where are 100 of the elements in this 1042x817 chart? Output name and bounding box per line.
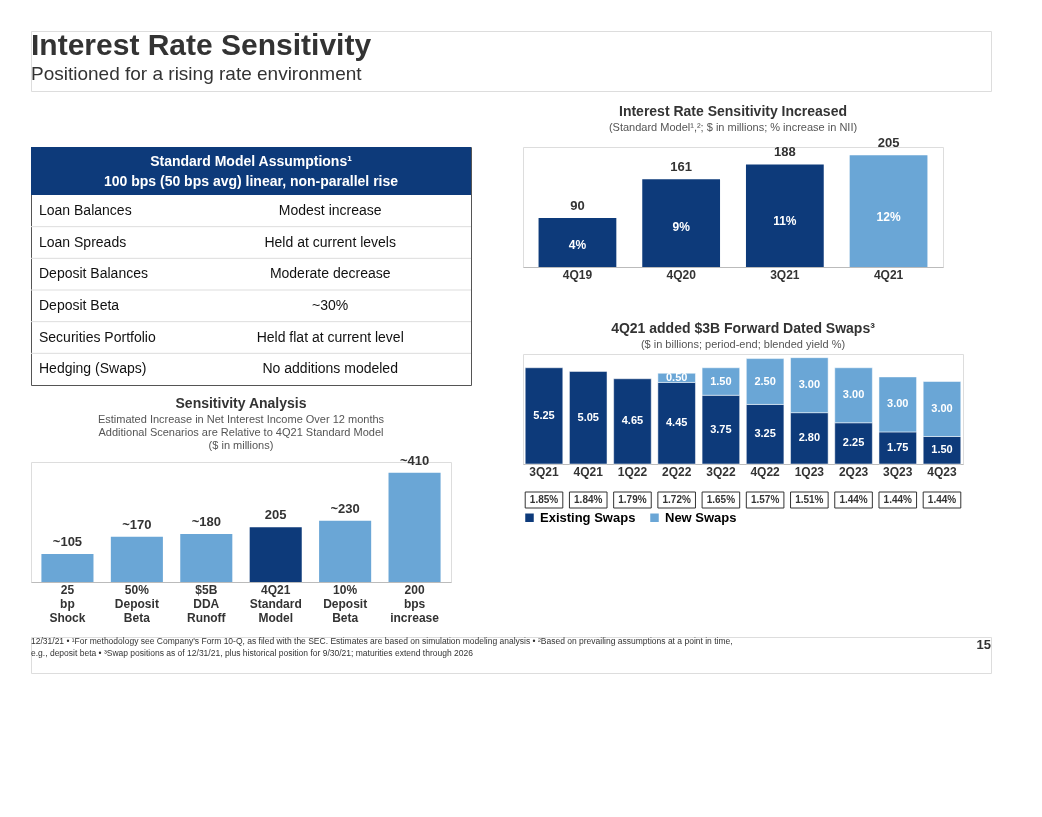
text: Positioned for a rising rate environment [31,63,363,84]
x-tick-label: 10% Deposit Beta [323,582,368,625]
data-label: 3.00 [887,397,909,410]
data-label: 205 [264,507,287,523]
chart-subtitle: Estimated Increase in Net Interest Income Over 12 months Additional Scenarios are Relative to 4Q21 Standard Model ($ in millions) [97,412,385,451]
bar [110,536,163,582]
x-tick-label: 3Q21 [770,267,800,282]
x-tick-label: 4Q21 Standard Model [249,582,302,625]
data-label: 2.25 [842,436,865,449]
text: Moderate decrease [269,265,391,282]
data-label: 205 [877,135,900,151]
text: 1.84% [574,494,603,505]
annotation: 9% [672,220,691,235]
x-tick-label: 3Q22 [706,464,736,479]
text: 1.51% [795,494,824,505]
data-label: ~410 [399,452,430,468]
data-label: ~105 [52,534,83,549]
x-tick-label: 2Q22 [661,464,692,479]
bar [524,367,564,465]
data-label: ~180 [191,514,221,529]
annotation: 11% [773,213,797,228]
data-label: 188 [774,144,796,160]
x-tick-label: 4Q21 [873,267,904,282]
chart-title: 4Q21 added $3B Forward Dated Swaps³ [611,320,876,336]
data-label: 1.75 [887,440,909,453]
text: Deposit Beta [39,296,120,313]
bar [642,179,721,267]
x-tick-label: 4Q21 [573,464,604,479]
text: Deposit Balances [39,265,148,282]
text: Modest increase [278,201,382,218]
bar [319,520,372,582]
data-label: 4.65 [621,414,644,427]
x-tick-label: 25 bp Shock [49,582,86,625]
text: e.g., deposit beta • ³Swap positions as of 12/31/21, plus historical position for 9/30/21; maturities extend through 2026 [31,648,474,658]
data-label: ~170 [122,516,152,532]
text: 15 [976,637,991,652]
text: ~30% [312,296,349,313]
chart-title: Sensitivity Analysis [175,394,307,411]
x-tick-label: 2Q23 [838,464,869,479]
bar [569,371,608,465]
data-label: 5.05 [577,410,599,423]
legend-label: Existing Swaps [540,509,636,525]
bar [388,472,441,582]
text: Held flat at current level [256,328,404,345]
text: No additions modeled [262,360,398,377]
data-label: 3.00 [842,388,865,401]
text: 1.44% [839,494,868,505]
data-label: 3.75 [710,422,732,435]
annotation: 4% [568,237,587,252]
text: 1.57% [750,494,780,505]
text: Interest Rate Sensitivity [31,28,372,61]
text: 12/31/21 • ¹For methodology see Company's Form 10-Q, as filed with the SEC. Estimates are based on simulation modeling analysis • ²Based on prevailing assumptions at a point in time, [31,636,733,646]
data-label: 1.50 [710,374,732,387]
chart-subtitle: (Standard Model¹,²; $ in millions; % increase in NII) [608,121,858,134]
text: 1.85% [529,494,559,505]
text: Held at current levels [264,233,396,250]
text: Loan Spreads [39,233,127,250]
chart-title: Interest Rate Sensitivity Increased [619,103,847,120]
annotation: 12% [876,209,901,224]
text: Securities Portfolio [39,328,156,345]
text: 1.65% [706,494,736,505]
data-label: 5.25 [533,408,555,421]
x-tick-label: 4Q20 [666,267,697,282]
text: Loan Balances [39,201,132,218]
data-label: 90 [570,197,585,213]
x-tick-label: 1Q22 [617,464,648,479]
data-label: 161 [670,159,692,175]
data-label: 1.50 [931,443,953,456]
x-tick-label: 4Q22 [750,464,781,479]
bar [849,155,928,267]
text: Hedging (Swaps) [39,360,147,377]
bar [613,378,652,465]
x-tick-label: $5B DDA Runoff [186,582,227,625]
text: 1.79% [618,494,647,505]
text: 1.44% [883,494,913,505]
text: Standard Model Assumptions¹ [150,153,353,169]
x-tick-label: 1Q23 [794,464,825,479]
x-tick-label: 3Q21 [529,464,560,479]
x-tick-label: 200 bps increase [390,582,440,625]
bar [745,164,824,267]
data-label: 2.80 [798,431,821,444]
bar [41,554,94,582]
text: 1.72% [662,494,691,505]
data-label: 0.50 [665,370,688,383]
data-label: ~230 [330,500,360,516]
bar [180,534,233,582]
bar [249,527,302,582]
data-label: 2.50 [754,374,776,387]
data-label: 4.45 [665,416,688,429]
x-tick-label: 50% Deposit Beta [114,582,159,625]
data-label: 3.25 [754,427,776,440]
x-tick-label: 3Q23 [883,464,913,479]
data-label: 3.00 [798,378,821,391]
chart-subtitle: ($ in billions; period-end; blended yield %) [640,338,846,350]
legend-label: New Swaps [665,509,737,525]
text: 1.44% [927,494,957,505]
x-tick-label: 4Q23 [927,464,957,479]
data-label: 3.00 [931,402,953,414]
x-tick-label: 4Q19 [562,267,593,282]
text: 100 bps (50 bps avg) linear, non-parallel rise [103,173,399,189]
